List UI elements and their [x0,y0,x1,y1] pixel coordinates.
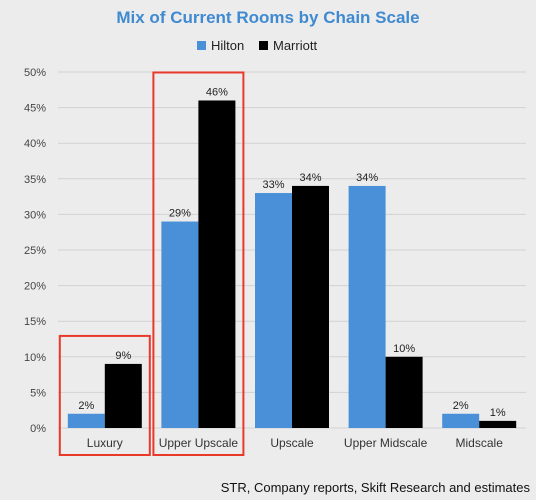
data-label: 33% [262,179,284,191]
data-label: 10% [393,343,415,355]
y-tick-label: 20% [24,281,46,293]
bar-marriott-luxury [104,363,142,428]
legend-label: Marriott [273,38,317,53]
bar-hilton-upper-upscale [161,221,199,428]
data-label: 1% [490,407,506,419]
y-tick-label: 45% [24,103,46,115]
bar-hilton-midscale [442,413,480,428]
x-category-label: Upscale [270,436,314,450]
y-tick-label: 15% [24,316,46,328]
x-axis: Luxury Upper Upscale Upscale Upper Midscale… [87,436,503,450]
legend: Hilton Marriott [197,38,317,53]
legend-swatch [197,41,206,50]
bar-marriott-upscale [292,185,329,428]
x-category-label: Upper Upscale [159,436,239,450]
data-label: 46% [206,86,228,98]
chart-title: Mix of Current Rooms by Chain Scale [116,8,419,27]
legend-swatch [259,41,268,50]
bar-marriott-upper-upscale [198,100,236,428]
x-category-label: Luxury [87,436,123,450]
y-tick-label: 35% [24,174,46,186]
y-tick-label: 30% [24,209,46,221]
data-label: 2% [453,400,469,412]
bars: 2% 9% 29% 46% 33% 34% 34% 10% 2% 1% [67,86,517,428]
highlight-box [58,334,151,457]
bar-hilton-upper-midscale [348,185,386,428]
bar-marriott-upper-midscale [385,356,423,428]
data-label: 9% [115,350,131,362]
x-category-label: Upper Midscale [344,436,428,450]
y-tick-label: 5% [30,387,46,399]
bar-hilton-luxury [67,413,105,428]
data-label: 2% [78,400,94,412]
source-note: STR, Company reports, Skift Research and… [221,480,531,495]
y-tick-label: 25% [24,245,46,257]
bar-marriott-midscale [479,420,517,428]
bar-hilton-upscale [255,193,292,428]
legend-label: Hilton [211,38,244,53]
y-tick-label: 0% [30,423,46,435]
data-label: 29% [169,208,191,220]
x-category-label: Midscale [456,436,504,450]
y-tick-label: 40% [24,138,46,150]
y-tick-label: 50% [24,67,46,79]
highlight-boxes [58,71,245,457]
data-label: 34% [356,172,378,184]
y-axis: 0% 5% 10% 15% 20% 25% 30% 35% 40% 45% 50% [24,67,46,435]
data-label: 34% [299,172,321,184]
y-tick-label: 10% [24,352,46,364]
highlight-box [152,71,245,456]
